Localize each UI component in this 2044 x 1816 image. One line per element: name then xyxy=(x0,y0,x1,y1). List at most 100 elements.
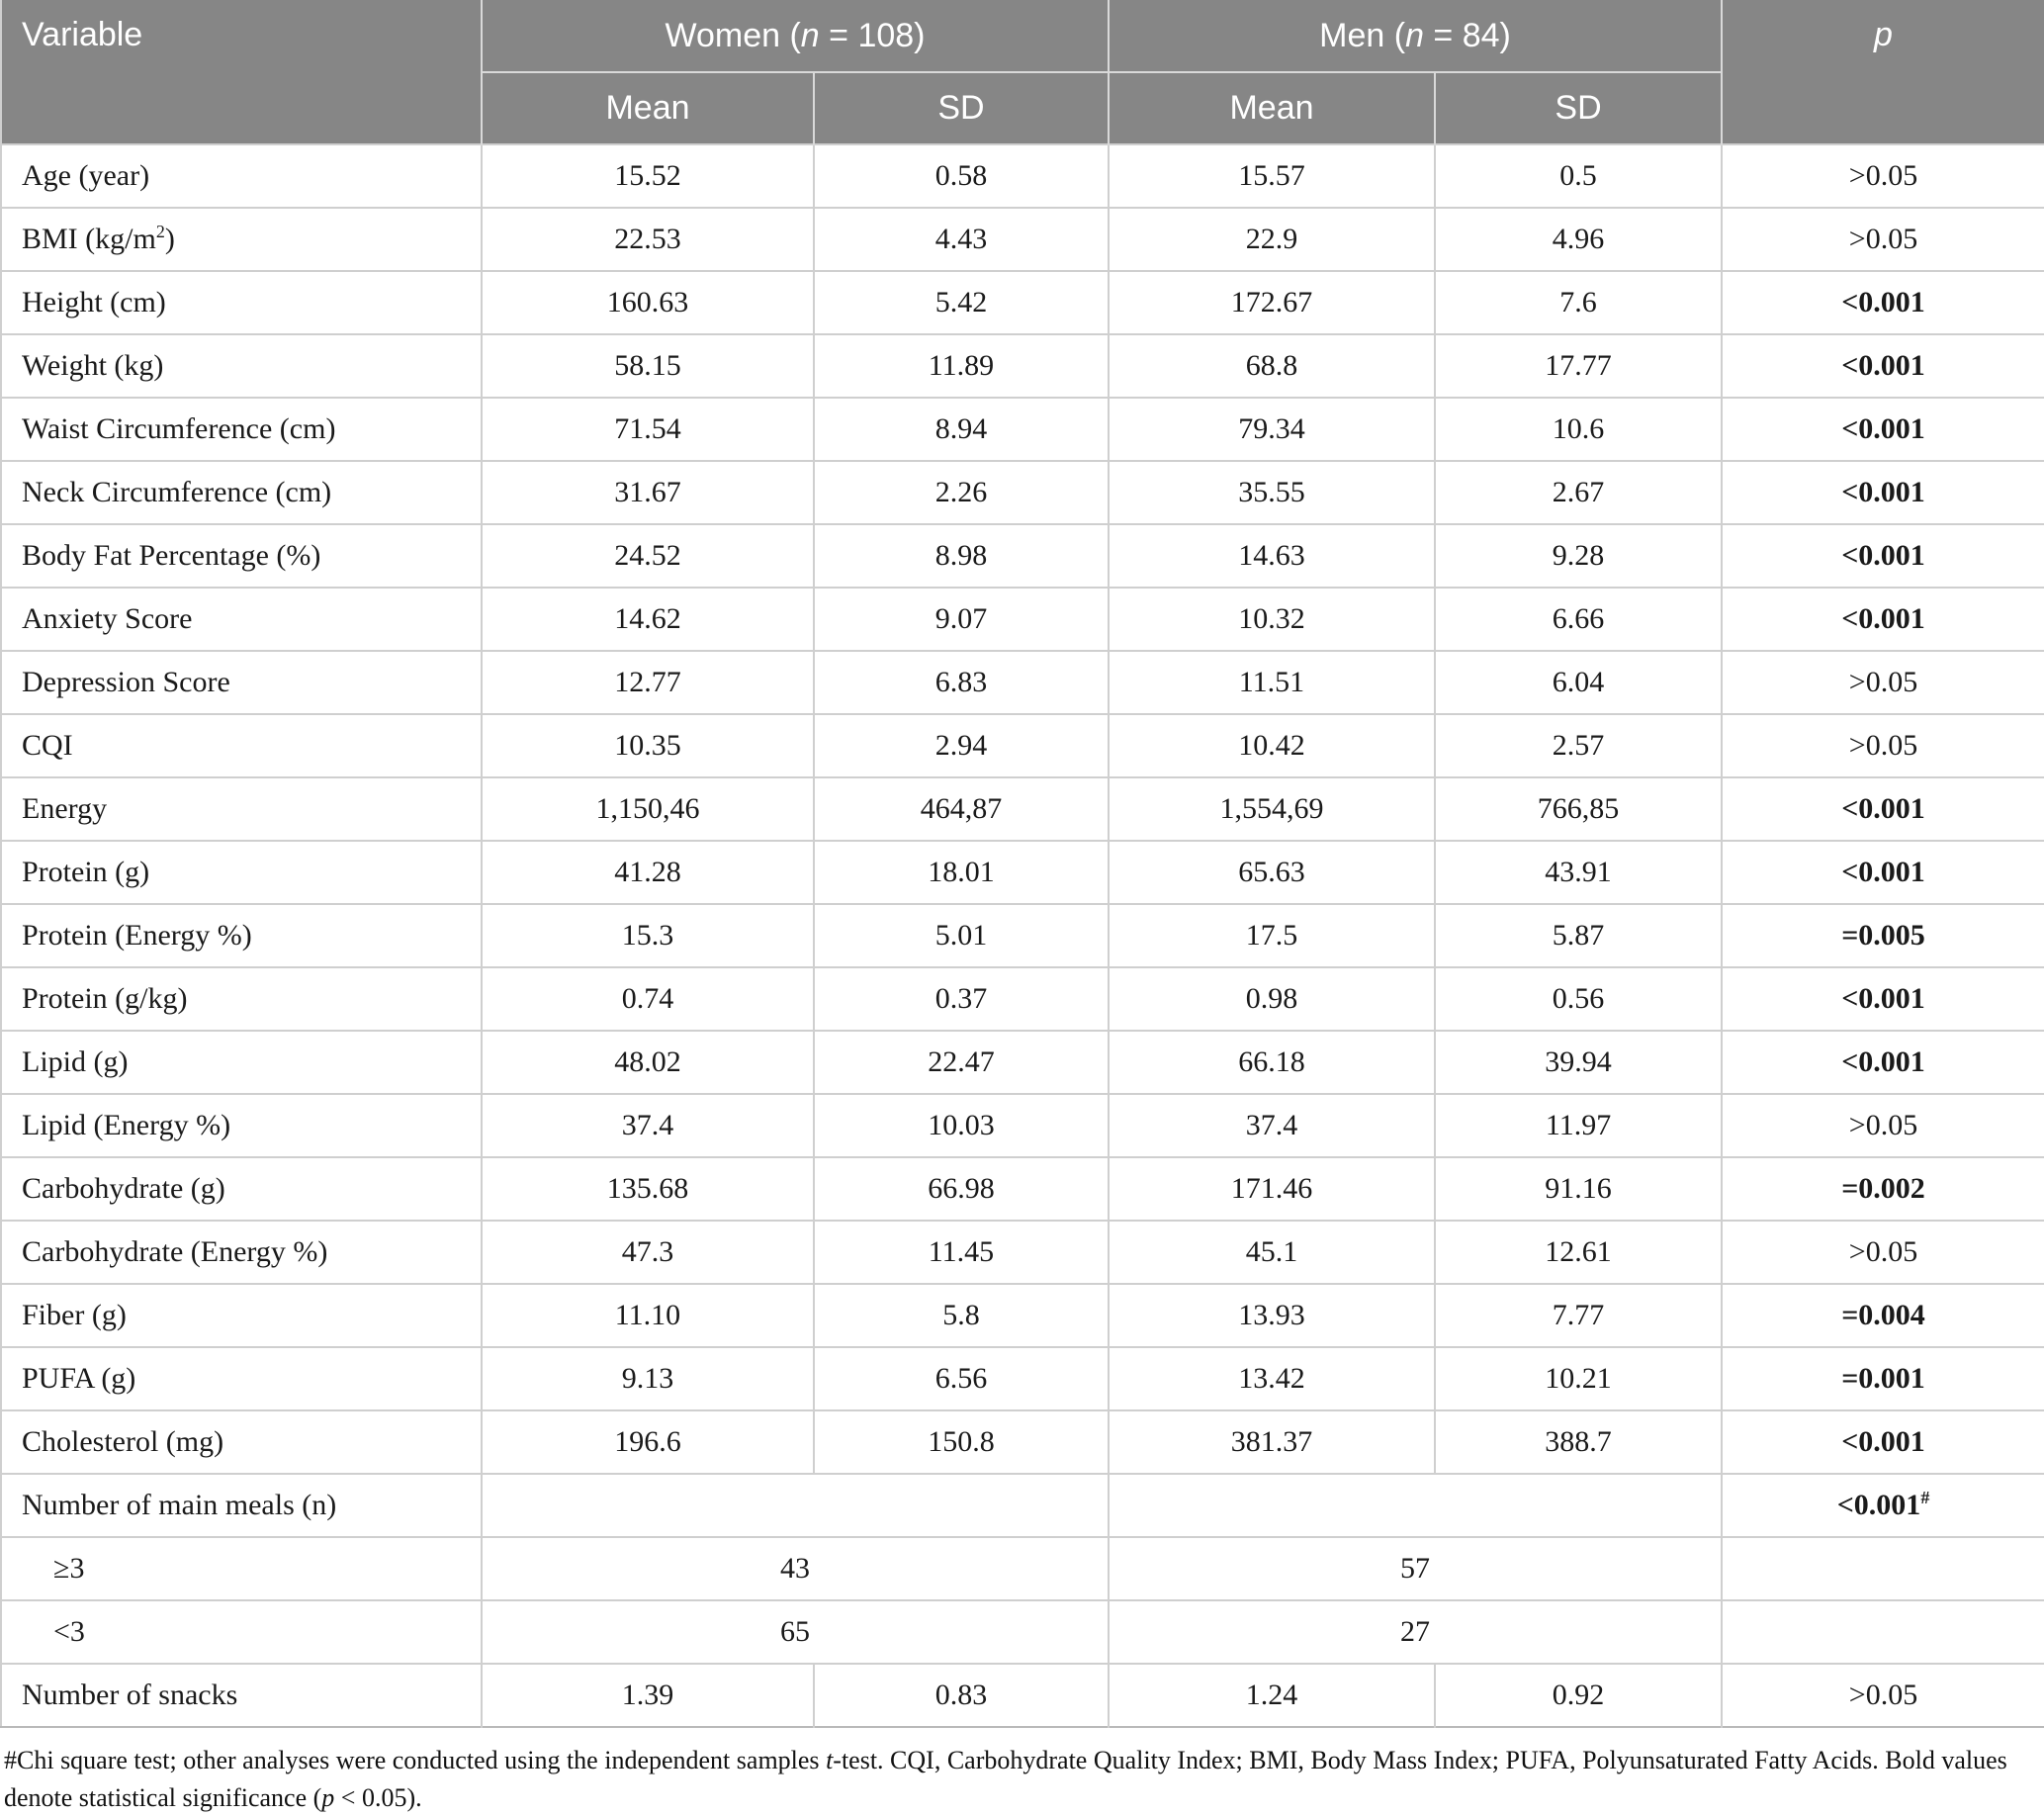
table-row: Height (cm) 160.63 5.42 172.67 7.6 <0.001 xyxy=(1,270,2044,334)
variable-label-cell: Number of snacks xyxy=(1,1663,482,1727)
women-sd-cell: 8.94 xyxy=(813,397,1109,461)
women-sd-cell: 11.89 xyxy=(813,333,1109,398)
header-row-stats: Mean SD Mean SD xyxy=(1,72,2044,144)
men-mean-cell: 172.67 xyxy=(1108,270,1435,334)
table-row: Age (year) 15.52 0.58 15.57 0.5 >0.05 xyxy=(1,143,2044,208)
women-sd-cell: 0.37 xyxy=(813,966,1109,1031)
men-sd-cell: 5.87 xyxy=(1433,903,1723,967)
women-mean-cell: 71.54 xyxy=(481,397,814,461)
p-value-cell: >0.05 xyxy=(1721,207,2044,271)
variable-label-cell: Number of main meals (n) xyxy=(1,1473,482,1537)
variable-label-cell: Height (cm) xyxy=(1,270,482,334)
variable-label-cell: Fiber (g) xyxy=(1,1283,482,1347)
men-mean-cell: 15.57 xyxy=(1108,143,1435,208)
men-mean-cell: 0.98 xyxy=(1108,966,1435,1031)
variable-label-cell: Carbohydrate (Energy %) xyxy=(1,1220,482,1284)
women-mean-cell: 31.67 xyxy=(481,460,814,524)
label-superscript: 2 xyxy=(155,222,165,241)
women-sd-cell: 5.01 xyxy=(813,903,1109,967)
men-mean-cell: 37.4 xyxy=(1108,1093,1435,1157)
women-sd-cell: 10.03 xyxy=(813,1093,1109,1157)
women-mean-cell: 47.3 xyxy=(481,1220,814,1284)
p-value-cell: =0.002 xyxy=(1721,1156,2044,1221)
p-value-cell: <0.001 xyxy=(1721,270,2044,334)
header-p: p xyxy=(1721,0,2044,144)
men-mean-cell: 171.46 xyxy=(1108,1156,1435,1221)
table-row: Waist Circumference (cm) 71.54 8.94 79.34 10… xyxy=(1,397,2044,461)
table-row: <3 65 27 xyxy=(1,1599,2044,1664)
variable-label-cell: Body Fat Percentage (%) xyxy=(1,523,482,588)
table-row: Carbohydrate (g) 135.68 66.98 171.46 91.16 =0… xyxy=(1,1156,2044,1221)
header-men-rest: = 84) xyxy=(1423,16,1511,54)
women-mean-cell: 160.63 xyxy=(481,270,814,334)
variable-label-cell: Cholesterol (mg) xyxy=(1,1409,482,1474)
women-sd-cell: 18.01 xyxy=(813,840,1109,904)
men-count-cell xyxy=(1107,1473,1723,1537)
table-row: Weight (kg) 58.15 11.89 68.8 17.77 <0.001 xyxy=(1,333,2044,398)
variable-label-cell: Carbohydrate (g) xyxy=(1,1156,482,1221)
variable-label-cell: <3 xyxy=(1,1599,482,1664)
women-sd-cell: 150.8 xyxy=(813,1409,1109,1474)
women-sd-cell: 66.98 xyxy=(813,1156,1109,1221)
table-row: Anxiety Score 14.62 9.07 10.32 6.66 <0.001 xyxy=(1,587,2044,651)
table-row: ≥3 43 57 xyxy=(1,1536,2044,1600)
women-count-cell: 65 xyxy=(481,1599,1109,1664)
table-row: Number of snacks 1.39 0.83 1.24 0.92 >0.05 xyxy=(1,1663,2044,1727)
men-sd-cell: 388.7 xyxy=(1433,1409,1723,1474)
footnote-italic-segment: p xyxy=(321,1782,335,1812)
table-row: Protein (g) 41.28 18.01 65.63 43.91 <0.001 xyxy=(1,840,2044,904)
p-value-cell: <0.001 xyxy=(1721,1409,2044,1474)
men-mean-cell: 35.55 xyxy=(1108,460,1435,524)
table-row: Energy 1,150,46 464,87 1,554,69 766,85 <0.001 xyxy=(1,776,2044,841)
p-value-cell: <0.001 xyxy=(1721,523,2044,588)
women-mean-cell: 41.28 xyxy=(481,840,814,904)
women-sd-cell: 0.58 xyxy=(813,143,1109,208)
p-value-cell: <0.001# xyxy=(1721,1473,2044,1537)
header-men-sd: SD xyxy=(1433,72,1723,144)
p-value-cell: <0.001 xyxy=(1721,587,2044,651)
men-sd-cell: 766,85 xyxy=(1433,776,1723,841)
p-value-cell: <0.001 xyxy=(1721,460,2044,524)
men-mean-cell: 11.51 xyxy=(1108,650,1435,714)
women-mean-cell: 58.15 xyxy=(481,333,814,398)
p-value-cell: <0.001 xyxy=(1721,776,2044,841)
p-value-cell: <0.001 xyxy=(1721,333,2044,398)
p-value-cell: >0.05 xyxy=(1721,1220,2044,1284)
women-sd-cell: 5.8 xyxy=(813,1283,1109,1347)
p-value-cell: >0.05 xyxy=(1721,713,2044,777)
men-sd-cell: 0.92 xyxy=(1433,1663,1723,1727)
men-sd-cell: 7.77 xyxy=(1433,1283,1723,1347)
women-sd-cell: 6.83 xyxy=(813,650,1109,714)
p-superscript: # xyxy=(1920,1488,1930,1507)
women-mean-cell: 9.13 xyxy=(481,1346,814,1410)
p-value-cell: <0.001 xyxy=(1721,397,2044,461)
variable-label-cell: Weight (kg) xyxy=(1,333,482,398)
header-men-mean: Mean xyxy=(1108,72,1435,144)
women-mean-cell: 48.02 xyxy=(481,1030,814,1094)
variable-label-cell: Age (year) xyxy=(1,143,482,208)
table-row: Protein (Energy %) 15.3 5.01 17.5 5.87 =0.005 xyxy=(1,903,2044,967)
men-mean-cell: 68.8 xyxy=(1108,333,1435,398)
variable-label-cell: Protein (g) xyxy=(1,840,482,904)
women-sd-cell: 22.47 xyxy=(813,1030,1109,1094)
variable-label-cell: Lipid (Energy %) xyxy=(1,1093,482,1157)
men-mean-cell: 1,554,69 xyxy=(1108,776,1435,841)
table-row: Protein (g/kg) 0.74 0.37 0.98 0.56 <0.001 xyxy=(1,966,2044,1031)
men-count-cell: 57 xyxy=(1107,1536,1723,1600)
variable-label-cell: ≥3 xyxy=(1,1536,482,1600)
table-row: Lipid (g) 48.02 22.47 66.18 39.94 <0.001 xyxy=(1,1030,2044,1094)
p-value-cell: <0.001 xyxy=(1721,840,2044,904)
table-row: Fiber (g) 11.10 5.8 13.93 7.77 =0.004 xyxy=(1,1283,2044,1347)
women-mean-cell: 14.62 xyxy=(481,587,814,651)
men-mean-cell: 79.34 xyxy=(1108,397,1435,461)
men-mean-cell: 17.5 xyxy=(1108,903,1435,967)
footnote-italic-segment: t xyxy=(826,1746,834,1774)
men-mean-cell: 22.9 xyxy=(1108,207,1435,271)
women-mean-cell: 24.52 xyxy=(481,523,814,588)
men-mean-cell: 65.63 xyxy=(1108,840,1435,904)
men-mean-cell: 13.93 xyxy=(1108,1283,1435,1347)
variable-label-cell: CQI xyxy=(1,713,482,777)
variable-label-cell: Neck Circumference (cm) xyxy=(1,460,482,524)
p-value-cell: >0.05 xyxy=(1721,650,2044,714)
p-value-cell: >0.05 xyxy=(1721,143,2044,208)
